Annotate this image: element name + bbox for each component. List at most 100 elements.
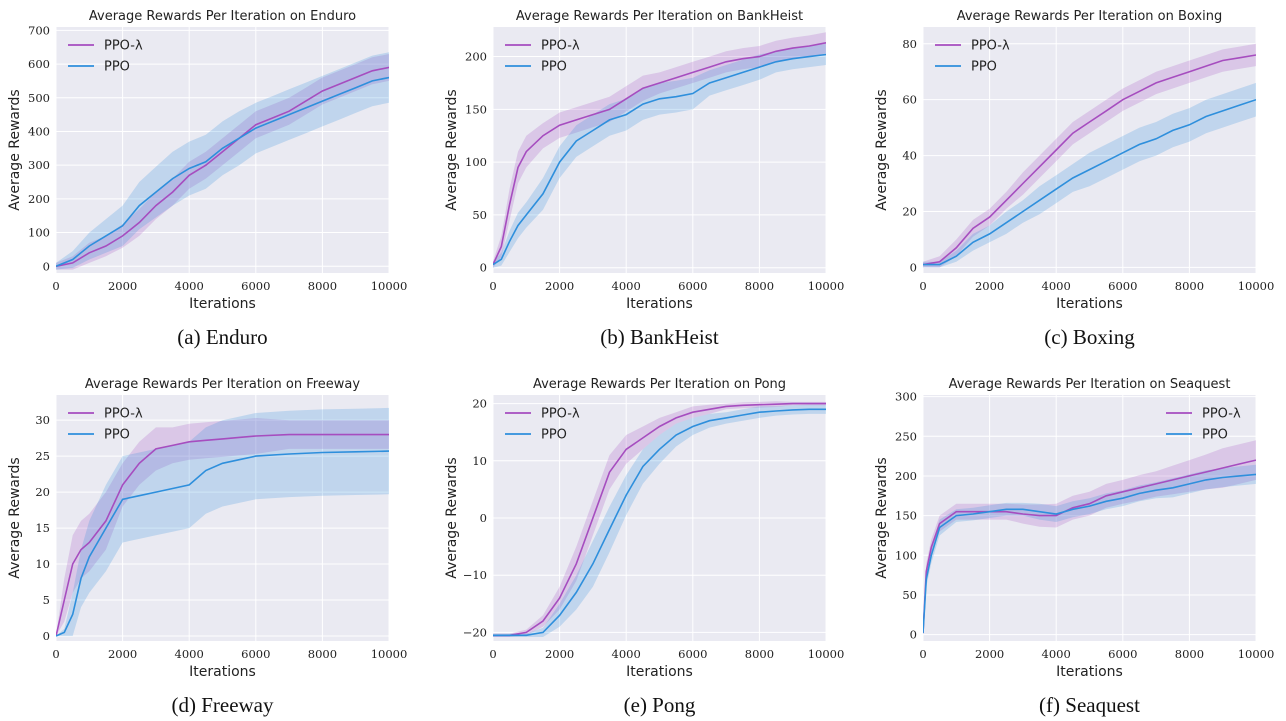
series-line-0 [923,54,1256,266]
x-tick-label: 6000 [241,279,270,293]
y-axis-label: Average Rewards [874,89,890,210]
y-tick-label: 50 [902,588,917,602]
chart-panel-1: 0 2000 4000 6000 8000 10000 0 50 100 150 200 Averag… [444,9,844,349]
legend-label: PPO-λ [104,39,143,54]
y-tick-label: 200 [465,50,487,64]
x-tick-label: 0 [489,279,496,293]
legend: PPO-λ PPO [68,407,143,443]
series-band-0 [923,43,1256,268]
panel-caption: (b) BankHeist [600,325,719,349]
x-tick-label: 4000 [612,279,641,293]
y-axis-label: Average Rewards [444,89,460,210]
chart-panel-2: 0 2000 4000 6000 8000 10000 0 20 40 60 80 Average R… [874,9,1274,349]
series-band-0 [56,418,389,636]
y-tick-label: 150 [895,509,917,523]
x-tick-label: 2000 [545,647,574,661]
series-band-0 [493,401,826,637]
legend-label: PPO [104,428,130,443]
y-tick-label: 300 [28,158,50,172]
chart-title: Average Rewards Per Iteration on Seaques… [949,377,1231,392]
y-tick-label: 0 [480,511,487,525]
series-line-1 [493,53,826,266]
x-tick-label: 4000 [175,647,204,661]
y-tick-label: 60 [902,93,917,107]
x-tick-label: 4000 [612,647,641,661]
series-band-1 [493,43,826,268]
chart-panel-0: 0 2000 4000 6000 8000 10000 0 100 200 300 400 500 60… [7,9,407,349]
series-line-1 [56,450,389,637]
y-tick-label: 100 [28,226,50,240]
y-tick-label: 10 [472,454,487,468]
x-axis-label: Iterations [626,664,693,680]
panel-caption: (a) Enduro [177,325,267,349]
x-axis-label: Iterations [1056,664,1123,680]
y-tick-label: 200 [28,192,50,206]
panel-caption: (d) Freeway [171,693,274,717]
x-tick-label: 0 [919,647,926,661]
x-axis-label: Iterations [189,296,256,312]
panel-caption: (e) Pong [624,693,696,717]
y-tick-label: 0 [910,628,917,642]
legend-label: PPO-λ [1202,407,1241,422]
x-tick-label: 8000 [308,279,337,293]
y-tick-label: −20 [463,625,487,639]
x-tick-label: 4000 [1042,647,1071,661]
y-tick-label: 0 [480,261,487,275]
chart-panel-3: 0 2000 4000 6000 8000 10000 0 5 10 15 20 25 30 Averag… [7,377,407,717]
chart-title: Average Rewards Per Iteration on Freeway [85,377,360,392]
y-tick-label: 700 [28,23,50,37]
x-tick-label: 8000 [1175,279,1204,293]
y-axis-label: Average Rewards [7,89,23,210]
x-tick-label: 2000 [545,279,574,293]
legend: PPO-λ PPO [505,407,580,443]
series-band-1 [923,82,1256,268]
x-axis-label: Iterations [189,664,256,680]
x-tick-label: 4000 [175,279,204,293]
x-tick-label: 6000 [1108,647,1137,661]
x-tick-label: 6000 [1108,279,1137,293]
series-band-1 [56,407,389,636]
y-tick-label: 25 [35,449,50,463]
chart-title: Average Rewards Per Iteration on Pong [533,377,786,392]
chart-title: Average Rewards Per Iteration on BankHei… [516,9,803,24]
x-axis-label: Iterations [626,296,693,312]
legend-label: PPO-λ [541,407,580,422]
x-tick-label: 6000 [678,279,707,293]
x-tick-label: 8000 [745,279,774,293]
x-tick-label: 2000 [975,647,1004,661]
panel-caption: (f) Seaquest [1039,693,1140,717]
y-axis-label: Average Rewards [444,457,460,578]
y-tick-label: 0 [43,259,50,273]
x-tick-label: 2000 [108,279,137,293]
x-tick-label: 10000 [371,279,408,293]
y-tick-label: 600 [28,57,50,71]
series-line-1 [493,408,826,637]
series-line-0 [493,42,826,265]
legend-label: PPO [1202,428,1228,443]
x-tick-label: 10000 [1238,279,1275,293]
x-tick-label: 6000 [678,647,707,661]
y-tick-label: 20 [472,397,487,411]
x-tick-label: 10000 [808,279,845,293]
y-tick-label: 50 [472,208,487,222]
y-tick-label: 200 [895,469,917,483]
series-line-1 [56,76,389,268]
x-tick-label: 2000 [975,279,1004,293]
series-band-0 [923,440,1256,635]
legend: PPO-λ PPO [505,39,580,75]
legend: PPO-λ PPO [1166,407,1241,443]
y-tick-label: 40 [902,149,917,163]
y-tick-label: 250 [895,429,917,443]
series-line-0 [56,433,389,637]
series-band-1 [56,52,389,270]
series-band-1 [493,404,826,637]
y-tick-label: 20 [35,485,50,499]
legend-label: PPO [104,60,130,75]
chart-panel-4: 0 2000 4000 6000 8000 10000 −20 −10 0 10 20 Average… [444,377,844,717]
x-tick-label: 4000 [1042,279,1071,293]
legend: PPO-λ PPO [68,39,143,75]
y-tick-label: 150 [465,102,487,116]
series-line-1 [923,473,1256,634]
y-tick-label: 300 [895,390,917,404]
panel-caption: (c) Boxing [1044,325,1135,349]
